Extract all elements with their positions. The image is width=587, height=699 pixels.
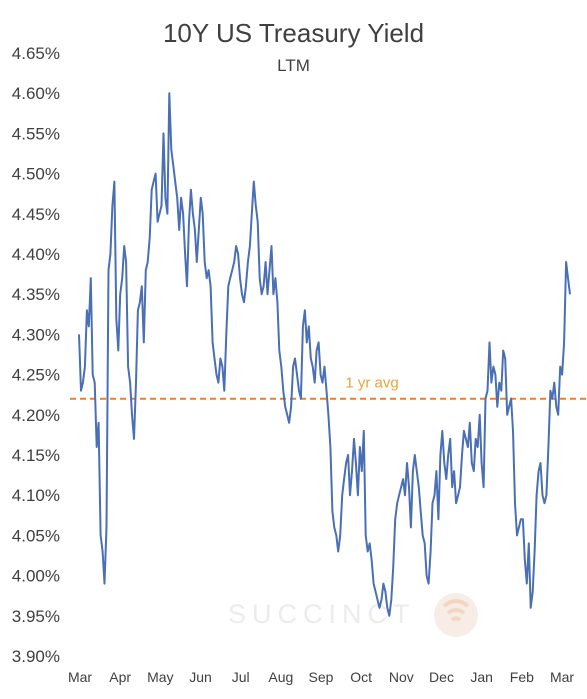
x-tick-label: Apr bbox=[109, 669, 131, 685]
x-tick-label: Dec bbox=[429, 669, 454, 685]
x-tick-label: Sep bbox=[309, 669, 334, 685]
x-tick-label: Nov bbox=[389, 669, 414, 685]
y-tick-label: 4.45% bbox=[12, 205, 60, 224]
x-axis-ticks: Mar Apr May Jun Jul Aug Sep Oct Nov Dec Jan Feb Mar bbox=[68, 669, 574, 685]
x-tick-label: Jan bbox=[470, 669, 493, 685]
x-tick-label: Jun bbox=[189, 669, 212, 685]
series-line bbox=[78, 92, 571, 617]
y-tick-label: 4.35% bbox=[12, 285, 60, 304]
y-tick-label: 4.50% bbox=[12, 165, 60, 184]
y-tick-label: 4.20% bbox=[12, 406, 60, 425]
y-tick-label: 4.15% bbox=[12, 446, 60, 465]
y-tick-label: 4.60% bbox=[12, 84, 60, 103]
chart-subtitle: LTM bbox=[277, 56, 310, 75]
y-tick-label: 4.05% bbox=[12, 526, 60, 545]
x-tick-label: Aug bbox=[268, 669, 293, 685]
avg-label: 1 yr avg bbox=[345, 375, 398, 392]
y-tick-label: 4.55% bbox=[12, 124, 60, 143]
watermark-logo-icon bbox=[434, 593, 478, 637]
y-tick-label: 4.65% bbox=[12, 44, 60, 63]
y-tick-label: 4.25% bbox=[12, 366, 60, 385]
x-tick-label: Mar bbox=[550, 669, 574, 685]
y-tick-label: 4.00% bbox=[12, 567, 60, 586]
x-tick-label: Mar bbox=[68, 669, 92, 685]
y-tick-label: 4.30% bbox=[12, 325, 60, 344]
succinct-watermark: SUCCINCT bbox=[228, 593, 478, 637]
y-tick-label: 3.95% bbox=[12, 607, 60, 626]
x-tick-label: Jul bbox=[232, 669, 250, 685]
chart-title: 10Y US Treasury Yield bbox=[162, 18, 425, 48]
y-tick-label: 3.90% bbox=[12, 647, 60, 666]
x-tick-label: May bbox=[147, 669, 173, 685]
y-axis-ticks: 3.90% 3.95% 4.00% 4.05% 4.10% 4.15% 4.20% 4.25%… bbox=[12, 44, 60, 666]
y-tick-label: 4.40% bbox=[12, 245, 60, 264]
x-tick-label: Oct bbox=[350, 669, 372, 685]
x-tick-label: Feb bbox=[510, 669, 534, 685]
y-tick-label: 4.10% bbox=[12, 486, 60, 505]
